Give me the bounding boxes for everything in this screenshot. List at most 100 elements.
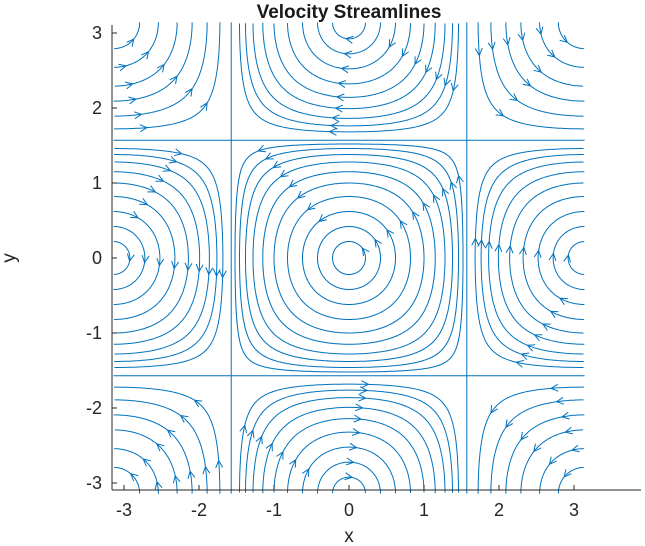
- streamline: [114, 22, 159, 68]
- streamline-arrow: [471, 237, 480, 246]
- streamline: [520, 22, 584, 87]
- streamline-arrow: [533, 334, 543, 342]
- streamline: [114, 448, 159, 494]
- streamline-arrow: [559, 297, 568, 305]
- streamline-arrow: [412, 211, 420, 220]
- streamline-arrow: [518, 246, 527, 256]
- streamlines-group: [113, 22, 585, 494]
- streamline: [477, 22, 584, 130]
- streamline-arrow: [549, 310, 559, 318]
- streamline-arrow: [147, 185, 157, 193]
- streamline-arrow: [348, 442, 358, 451]
- streamline: [114, 429, 178, 494]
- streamline-arrow: [549, 383, 559, 392]
- streamline: [488, 161, 584, 355]
- streamline-arrow: [441, 187, 450, 197]
- streamline: [245, 154, 453, 362]
- streamline: [332, 22, 366, 40]
- streamline-arrow: [520, 352, 530, 361]
- streamline-arrow: [272, 160, 282, 169]
- streamline-arrow: [351, 427, 361, 436]
- streamline-arrow: [155, 174, 165, 182]
- streamline-arrow: [331, 114, 340, 123]
- streamline-arrow: [555, 396, 565, 405]
- streamline: [509, 182, 584, 334]
- streamline: [497, 171, 585, 345]
- streamline-arrow: [124, 81, 134, 90]
- streamline: [262, 171, 436, 345]
- streamline: [239, 148, 459, 368]
- y-tick-label: 1: [92, 173, 102, 193]
- streamline-arrow: [130, 211, 139, 219]
- streamline: [245, 23, 453, 127]
- streamline: [252, 161, 446, 355]
- streamline-arrow: [515, 359, 525, 368]
- streamline: [252, 23, 446, 119]
- streamline-arrow: [154, 480, 163, 490]
- streamline-arrow: [495, 108, 505, 117]
- streamline-arrow: [296, 190, 306, 199]
- streamline-arrow: [548, 456, 557, 466]
- streamline-arrow: [564, 426, 574, 435]
- streamline: [490, 22, 584, 117]
- x-axis-label: x: [344, 526, 354, 546]
- streamline-arrow: [535, 26, 544, 36]
- streamline: [317, 226, 381, 290]
- streamline-arrow: [520, 431, 529, 441]
- streamline-arrow: [142, 458, 151, 467]
- streamline-arrow: [276, 450, 284, 460]
- streamline-arrow: [450, 82, 459, 92]
- streamline-arrow: [355, 403, 364, 412]
- streamline-arrow: [526, 344, 536, 352]
- streamline-arrow: [215, 459, 224, 469]
- x-tick-label: 3: [569, 500, 579, 520]
- streamline-arrow: [559, 34, 569, 44]
- streamline-arrow: [329, 121, 339, 130]
- streamline-arrow: [361, 380, 370, 389]
- streamline-arrow: [509, 93, 519, 102]
- y-tick-label: 3: [92, 23, 102, 43]
- streamline: [273, 23, 425, 98]
- streamline-arrow: [343, 50, 353, 59]
- streamline-arrow: [502, 37, 511, 46]
- streamline: [113, 211, 161, 305]
- streamline-arrow: [443, 77, 452, 87]
- streamline-arrow: [156, 63, 165, 73]
- streamline-arrow: [560, 411, 570, 420]
- streamline: [114, 22, 178, 87]
- streamline-arrow: [318, 214, 327, 223]
- streamline-arrow: [126, 38, 135, 47]
- streamline-arrow: [374, 238, 382, 248]
- streamline-arrow: [202, 465, 211, 475]
- streamline-arrow: [212, 268, 221, 278]
- streamline-arrow: [533, 443, 542, 453]
- streamline: [113, 226, 146, 290]
- streamline: [114, 148, 224, 368]
- streamline-arrow: [141, 50, 150, 60]
- streamline-arrow: [133, 111, 143, 120]
- y-tick-label: -1: [86, 323, 102, 343]
- x-tick-label: -3: [116, 500, 132, 520]
- streamline-arrow: [361, 247, 370, 256]
- streamline: [287, 23, 411, 85]
- streamline: [252, 397, 446, 493]
- streamline: [474, 148, 584, 368]
- streamline-arrow: [239, 424, 248, 434]
- streamline-arrow: [425, 64, 433, 74]
- y-tick-label: 0: [92, 248, 102, 268]
- streamline-arrow: [541, 323, 551, 331]
- streamline-arrow: [187, 470, 196, 479]
- streamline-arrow: [126, 253, 135, 263]
- streamline-arrow: [435, 71, 443, 81]
- streamline: [239, 383, 459, 493]
- streamline-arrow: [205, 267, 214, 276]
- streamline: [245, 389, 453, 493]
- x-tick-label: -1: [266, 500, 282, 520]
- streamline: [234, 143, 464, 373]
- streamline: [273, 182, 425, 334]
- streamline-arrow: [289, 458, 297, 468]
- streamline: [114, 196, 176, 320]
- streamline-arrow: [169, 75, 178, 85]
- streamline-arrow: [490, 405, 498, 414]
- streamline: [567, 241, 585, 275]
